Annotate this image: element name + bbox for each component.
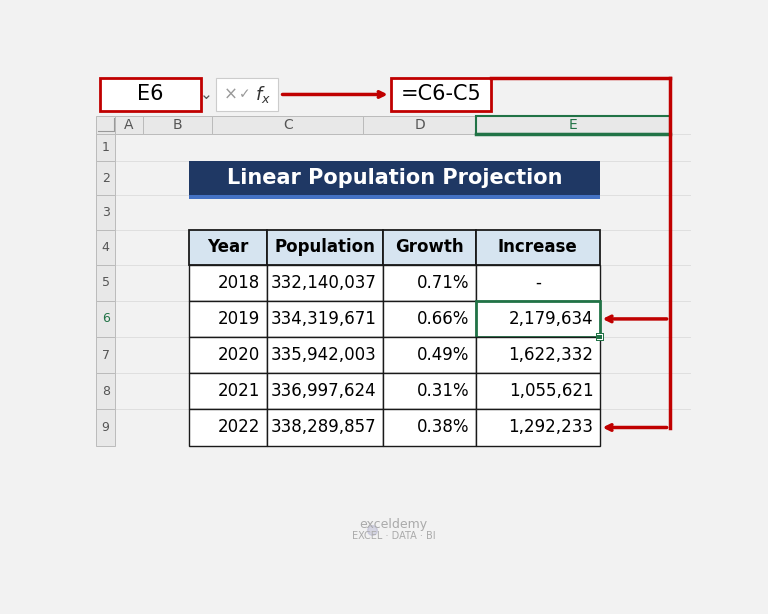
Text: 338,289,857: 338,289,857 bbox=[271, 419, 376, 437]
Text: 5: 5 bbox=[101, 276, 110, 289]
Text: 0.49%: 0.49% bbox=[417, 346, 469, 364]
Text: Year: Year bbox=[207, 238, 248, 256]
Text: Population: Population bbox=[274, 238, 375, 256]
Bar bbox=[189, 373, 266, 410]
Bar bbox=[96, 161, 115, 195]
Bar bbox=[189, 230, 266, 265]
Text: 3: 3 bbox=[101, 206, 110, 219]
Text: 332,140,037: 332,140,037 bbox=[270, 274, 376, 292]
Bar bbox=[382, 410, 475, 446]
Text: 6: 6 bbox=[101, 313, 110, 325]
Bar bbox=[189, 161, 600, 195]
Bar bbox=[266, 373, 382, 410]
Bar bbox=[382, 301, 475, 337]
Bar bbox=[96, 76, 691, 114]
Bar bbox=[475, 230, 600, 265]
Bar bbox=[596, 333, 604, 341]
Text: =C6-C5: =C6-C5 bbox=[400, 85, 482, 104]
Text: ✓: ✓ bbox=[240, 87, 251, 101]
Bar bbox=[96, 337, 115, 373]
Text: ×: × bbox=[224, 85, 238, 104]
Bar bbox=[216, 77, 278, 111]
Text: B: B bbox=[173, 118, 182, 132]
Bar bbox=[475, 301, 600, 337]
Bar bbox=[266, 230, 382, 265]
Text: Increase: Increase bbox=[498, 238, 578, 256]
Bar bbox=[189, 195, 600, 199]
Text: 2022: 2022 bbox=[218, 419, 260, 437]
Text: 2,179,634: 2,179,634 bbox=[509, 310, 594, 328]
Text: -: - bbox=[535, 274, 541, 292]
Text: Linear Population Projection: Linear Population Projection bbox=[227, 168, 562, 188]
Bar bbox=[475, 410, 600, 446]
Text: 4: 4 bbox=[101, 241, 110, 254]
Bar bbox=[475, 116, 670, 134]
Text: $f_x$: $f_x$ bbox=[255, 84, 271, 105]
Bar bbox=[266, 265, 382, 301]
Bar bbox=[382, 230, 475, 265]
Bar bbox=[96, 116, 115, 134]
Text: 1: 1 bbox=[101, 141, 110, 154]
Text: 8: 8 bbox=[101, 385, 110, 398]
Bar bbox=[382, 265, 475, 301]
Text: 0.38%: 0.38% bbox=[417, 419, 469, 437]
Bar bbox=[115, 134, 691, 446]
Bar bbox=[189, 265, 266, 301]
Text: 2021: 2021 bbox=[218, 383, 260, 400]
Bar bbox=[363, 116, 475, 134]
Bar bbox=[96, 265, 115, 301]
Text: 2019: 2019 bbox=[218, 310, 260, 328]
Bar bbox=[598, 335, 602, 340]
Text: EXCEL · DATA · BI: EXCEL · DATA · BI bbox=[352, 530, 435, 541]
Bar bbox=[475, 265, 600, 301]
Text: 1,622,332: 1,622,332 bbox=[508, 346, 594, 364]
Text: A: A bbox=[124, 118, 134, 132]
Bar bbox=[266, 301, 382, 337]
Text: 2: 2 bbox=[101, 171, 110, 185]
Bar bbox=[382, 373, 475, 410]
Text: 334,319,671: 334,319,671 bbox=[270, 310, 376, 328]
Text: 0.66%: 0.66% bbox=[417, 310, 469, 328]
Text: 335,942,003: 335,942,003 bbox=[271, 346, 376, 364]
Text: D: D bbox=[414, 118, 425, 132]
Bar bbox=[189, 301, 266, 337]
Bar bbox=[115, 116, 143, 134]
Bar bbox=[143, 116, 212, 134]
Text: 336,997,624: 336,997,624 bbox=[271, 383, 376, 400]
Text: 1,055,621: 1,055,621 bbox=[509, 383, 594, 400]
Text: 7: 7 bbox=[101, 349, 110, 362]
Bar bbox=[390, 77, 492, 111]
Bar bbox=[96, 410, 115, 446]
Text: 0.71%: 0.71% bbox=[417, 274, 469, 292]
Bar bbox=[382, 337, 475, 373]
Text: E: E bbox=[568, 118, 577, 132]
Text: 1,292,233: 1,292,233 bbox=[508, 419, 594, 437]
Text: exceldemy: exceldemy bbox=[359, 518, 428, 531]
Bar bbox=[96, 373, 115, 410]
Bar bbox=[266, 410, 382, 446]
Bar bbox=[189, 337, 266, 373]
Bar bbox=[96, 230, 115, 265]
Text: Growth: Growth bbox=[395, 238, 464, 256]
Text: E6: E6 bbox=[137, 85, 164, 104]
Text: 0.31%: 0.31% bbox=[417, 383, 469, 400]
Bar bbox=[96, 301, 115, 337]
Bar bbox=[96, 134, 115, 161]
Text: 2020: 2020 bbox=[218, 346, 260, 364]
Bar bbox=[475, 337, 600, 373]
Bar bbox=[475, 373, 600, 410]
Text: ⌄: ⌄ bbox=[200, 87, 213, 102]
Bar bbox=[597, 334, 603, 340]
Text: C: C bbox=[283, 118, 293, 132]
Bar bbox=[189, 410, 266, 446]
Text: 2018: 2018 bbox=[218, 274, 260, 292]
Bar bbox=[100, 77, 200, 111]
Bar bbox=[212, 116, 363, 134]
Bar bbox=[96, 195, 115, 230]
Bar bbox=[266, 337, 382, 373]
Text: 9: 9 bbox=[101, 421, 110, 434]
